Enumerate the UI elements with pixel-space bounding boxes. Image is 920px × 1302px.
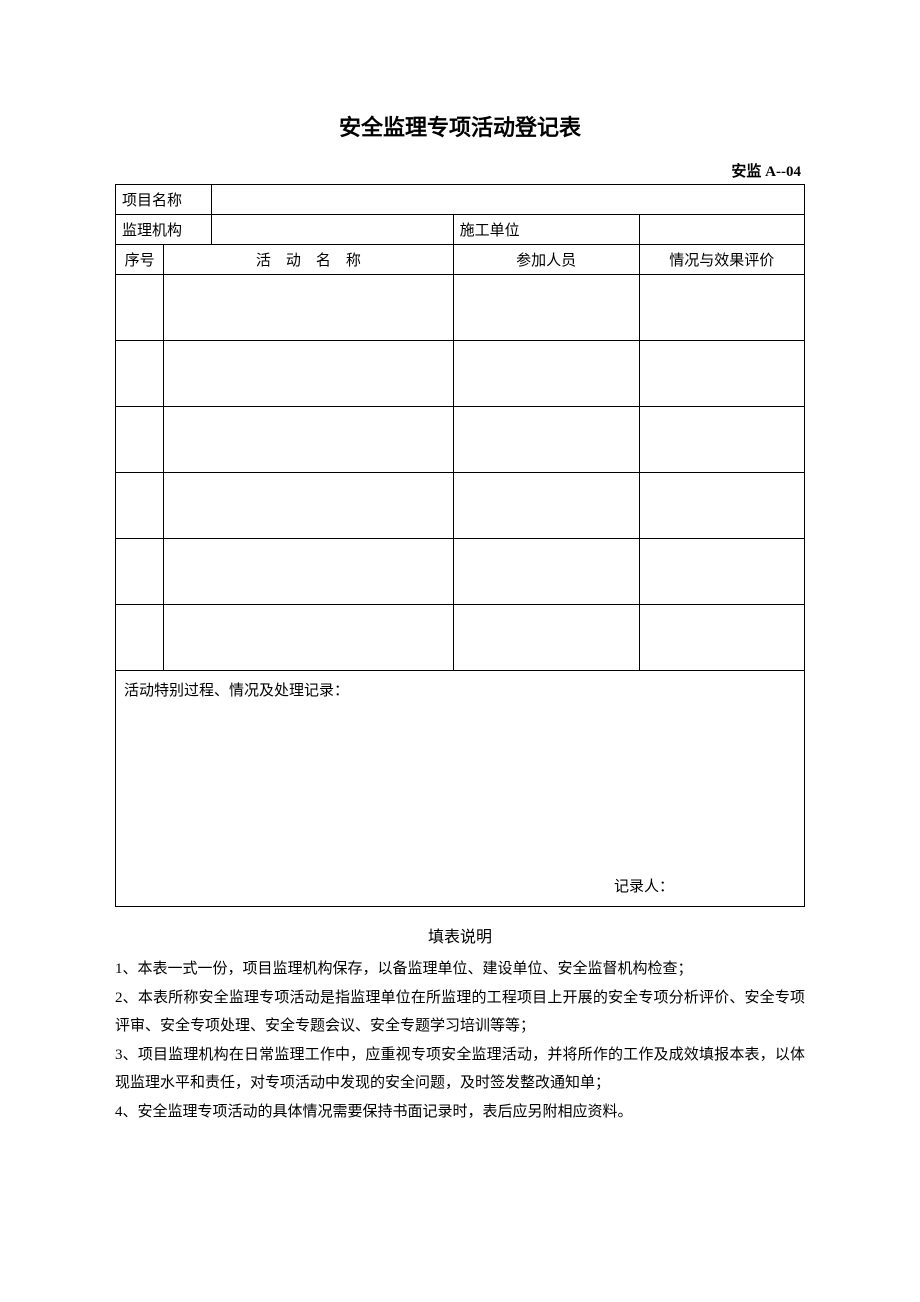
recorder-label: 记录人： bbox=[614, 875, 674, 896]
cell-seq bbox=[116, 605, 164, 671]
form-code: 安监 A--04 bbox=[115, 160, 805, 181]
cell-evaluation bbox=[639, 539, 804, 605]
table-row bbox=[116, 275, 805, 341]
instructions-block: 1、本表一式一份，项目监理机构保存，以备监理单位、建设单位、安全监督机构检查； … bbox=[115, 955, 805, 1126]
table-row bbox=[116, 407, 805, 473]
cell-participants bbox=[453, 539, 639, 605]
notes-label: 活动特别过程、情况及处理记录： bbox=[124, 679, 796, 700]
cell-activity bbox=[164, 605, 453, 671]
col-activity-name: 活 动 名 称 bbox=[164, 245, 453, 275]
cell-activity bbox=[164, 407, 453, 473]
project-name-row: 项目名称 bbox=[116, 185, 805, 215]
supervision-org-value bbox=[212, 215, 453, 245]
cell-activity bbox=[164, 275, 453, 341]
construction-unit-label: 施工单位 bbox=[453, 215, 639, 245]
cell-evaluation bbox=[639, 407, 804, 473]
table-row bbox=[116, 473, 805, 539]
cell-seq bbox=[116, 341, 164, 407]
cell-seq bbox=[116, 275, 164, 341]
cell-evaluation bbox=[639, 341, 804, 407]
cell-participants bbox=[453, 341, 639, 407]
cell-seq bbox=[116, 407, 164, 473]
document-title: 安全监理专项活动登记表 bbox=[115, 110, 805, 142]
cell-participants bbox=[453, 605, 639, 671]
notes-row: 活动特别过程、情况及处理记录： 记录人： bbox=[116, 671, 805, 907]
instructions-title: 填表说明 bbox=[115, 923, 805, 947]
cell-participants bbox=[453, 473, 639, 539]
instruction-item: 3、项目监理机构在日常监理工作中，应重视专项安全监理活动，并将所作的工作及成效填… bbox=[115, 1041, 805, 1098]
col-evaluation: 情况与效果评价 bbox=[639, 245, 804, 275]
cell-evaluation bbox=[639, 473, 804, 539]
project-name-label: 项目名称 bbox=[116, 185, 212, 215]
project-name-value bbox=[212, 185, 805, 215]
main-form-table: 项目名称 监理机构 施工单位 序号 活 动 名 称 参加人员 情况与效果评价 bbox=[115, 184, 805, 907]
instruction-item: 2、本表所称安全监理专项活动是指监理单位在所监理的工程项目上开展的安全专项分析评… bbox=[115, 984, 805, 1041]
notes-cell: 活动特别过程、情况及处理记录： 记录人： bbox=[116, 671, 805, 907]
table-row bbox=[116, 539, 805, 605]
cell-activity bbox=[164, 539, 453, 605]
cell-evaluation bbox=[639, 605, 804, 671]
col-participants: 参加人员 bbox=[453, 245, 639, 275]
col-seq-no: 序号 bbox=[116, 245, 164, 275]
org-row: 监理机构 施工单位 bbox=[116, 215, 805, 245]
cell-seq bbox=[116, 539, 164, 605]
supervision-org-label: 监理机构 bbox=[116, 215, 212, 245]
cell-seq bbox=[116, 473, 164, 539]
cell-participants bbox=[453, 275, 639, 341]
column-header-row: 序号 活 动 名 称 参加人员 情况与效果评价 bbox=[116, 245, 805, 275]
cell-activity bbox=[164, 473, 453, 539]
instruction-item: 1、本表一式一份，项目监理机构保存，以备监理单位、建设单位、安全监督机构检查； bbox=[115, 955, 805, 984]
table-row bbox=[116, 605, 805, 671]
table-row bbox=[116, 341, 805, 407]
cell-participants bbox=[453, 407, 639, 473]
cell-activity bbox=[164, 341, 453, 407]
instruction-item: 4、安全监理专项活动的具体情况需要保持书面记录时，表后应另附相应资料。 bbox=[115, 1098, 805, 1127]
cell-evaluation bbox=[639, 275, 804, 341]
construction-unit-value bbox=[639, 215, 804, 245]
